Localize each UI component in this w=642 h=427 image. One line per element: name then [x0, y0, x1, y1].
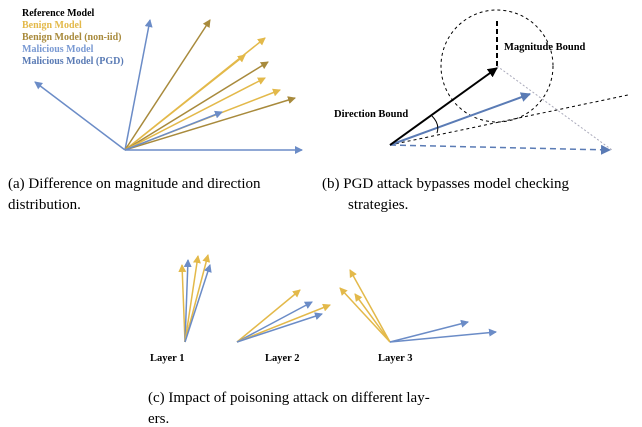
legend-entry: Benign Model (non-iid) — [22, 32, 121, 43]
legend-entry: Malicious Model — [22, 44, 94, 55]
caption: (c) Impact of poisoning attack on differ… — [148, 390, 430, 406]
magnitude-label: Magnitude Bound — [504, 42, 586, 53]
panel-b — [389, 9, 629, 155]
direction-label: Direction Bound — [334, 109, 408, 120]
caption: distribution. — [8, 197, 81, 213]
panel-a — [34, 19, 303, 154]
caption: (b) PGD attack bypasses model checking — [322, 176, 570, 192]
legend-entry: Malicious Model (PGD) — [22, 56, 124, 67]
panel-c — [178, 254, 497, 343]
layer-label: Layer 1 — [150, 353, 185, 364]
caption: strategies. — [348, 197, 408, 213]
caption: (a) Difference on magnitude and directio… — [8, 176, 261, 192]
legend-entry: Benign Model — [22, 20, 82, 31]
caption: ers. — [148, 411, 169, 427]
layer-label: Layer 3 — [378, 353, 413, 364]
layer-label: Layer 2 — [265, 353, 300, 364]
legend-entry: Reference Model — [22, 8, 95, 19]
